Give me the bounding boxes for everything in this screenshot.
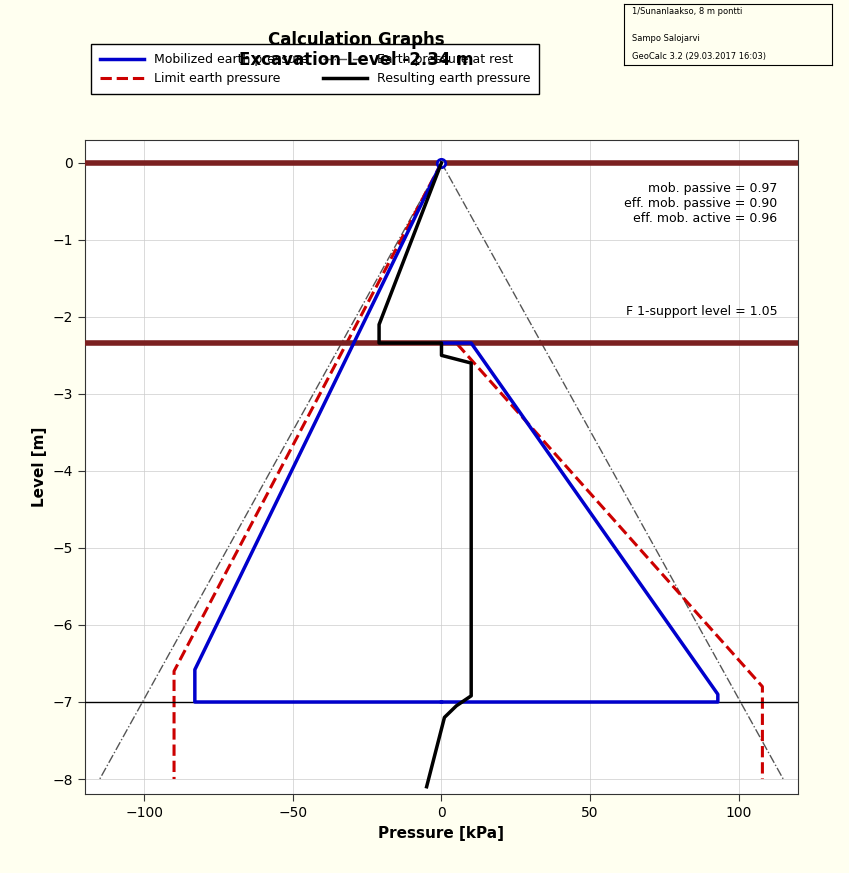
Text: GeoCalc 3.2 (29.03.2017 16:03): GeoCalc 3.2 (29.03.2017 16:03): [633, 52, 767, 61]
Text: 1/Sunanlaakso, 8 m pontti: 1/Sunanlaakso, 8 m pontti: [633, 7, 743, 17]
Y-axis label: Level [m]: Level [m]: [32, 427, 47, 507]
Title: Earth Pressure: Earth Pressure: [360, 55, 523, 74]
Legend: Mobilized earth pressure, Limit earth pressure, Earth pressure at rest, Resultin: Mobilized earth pressure, Limit earth pr…: [91, 45, 539, 94]
X-axis label: Pressure [kPa]: Pressure [kPa]: [379, 826, 504, 841]
Text: Calculation Graphs
Excavation Level -2.34 m: Calculation Graphs Excavation Level -2.3…: [239, 31, 474, 69]
Text: mob. passive = 0.97
eff. mob. passive = 0.90
eff. mob. active = 0.96: mob. passive = 0.97 eff. mob. passive = …: [624, 182, 778, 225]
Text: Sampo Salojarvi: Sampo Salojarvi: [633, 34, 700, 43]
Text: F 1-support level = 1.05: F 1-support level = 1.05: [626, 306, 778, 319]
